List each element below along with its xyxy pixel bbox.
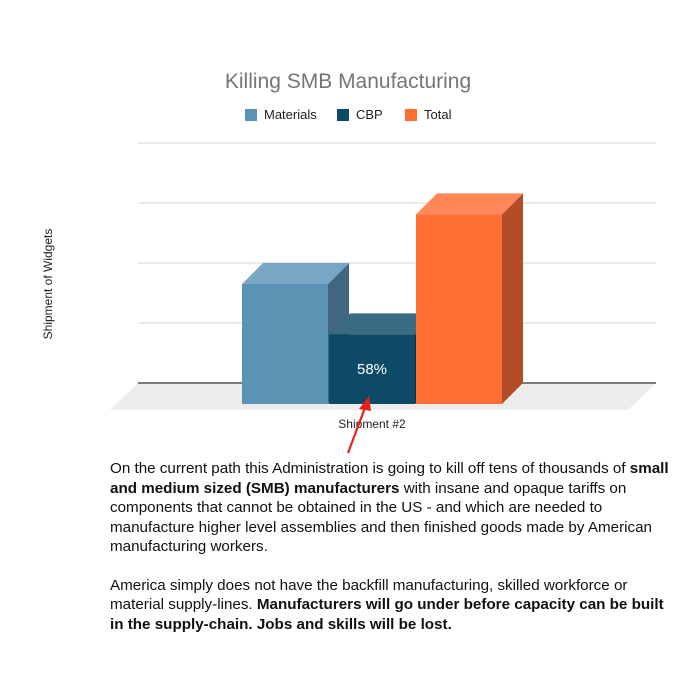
plot-area: 58% Shipment #2 — [110, 142, 656, 454]
data-label: 58% — [357, 361, 387, 378]
caption-paragraph-1: On the current path this Administration … — [110, 459, 670, 557]
legend-label-0: Materials — [264, 107, 317, 122]
bar-materials — [242, 263, 349, 404]
bar-top — [416, 193, 523, 215]
bar-front — [416, 214, 502, 404]
caption-text: with insane and opaque tariffs on compon… — [110, 479, 653, 556]
legend-label-2: Total — [424, 107, 452, 122]
bar-side — [502, 193, 523, 404]
caption: On the current path this Administration … — [110, 459, 670, 634]
legend-swatch-1 — [337, 109, 349, 121]
y-axis-title: Shipment of Widgets — [41, 229, 55, 340]
bar-top — [242, 263, 349, 284]
bar-total — [416, 193, 523, 404]
bar-front — [329, 334, 415, 404]
legend: Materials CBP Total — [245, 107, 452, 122]
annotation-arrow-shaft — [346, 404, 368, 454]
legend-label-1: CBP — [356, 107, 383, 122]
category-label: Shipment #2 — [338, 417, 406, 431]
chart-title: Killing SMB Manufacturing — [225, 70, 471, 93]
caption-text: America simply does not have the backfil… — [110, 576, 628, 614]
chart: Killing SMB Manufacturing Materials CBP To… — [41, 70, 656, 454]
annotation-arrow-head — [359, 396, 371, 411]
caption-text: On the current path this Administration … — [110, 460, 630, 477]
caption-bold-text: Manufacturers will go under before capac… — [110, 596, 664, 633]
legend-swatch-0 — [245, 109, 257, 121]
legend-swatch-2 — [405, 109, 417, 121]
caption-bold-text: small and medium sized (SMB) manufacture… — [110, 460, 669, 497]
bar-top — [329, 313, 436, 335]
caption-paragraph-2: America simply does not have the backfil… — [110, 576, 670, 635]
bar-front — [242, 284, 328, 404]
